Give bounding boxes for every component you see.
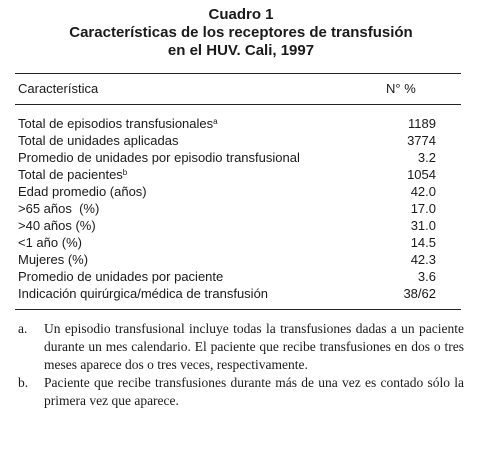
- row-label: Edad promedio (años): [18, 184, 147, 199]
- row-value: 17.0: [410, 201, 436, 216]
- row-value: 42.0: [410, 184, 436, 199]
- table-number: Cuadro 1: [208, 6, 274, 23]
- row-label: >40 años (%): [18, 218, 96, 233]
- row-label: Total de unidades aplicadas: [18, 133, 179, 148]
- row-label: <1 año (%): [18, 235, 82, 250]
- column-header-characteristic: Característica: [18, 81, 99, 96]
- table-row: <1 año (%) 14.5: [18, 234, 448, 251]
- row-value: 1189: [408, 116, 436, 131]
- footnote-text: Paciente que recibe transfusiones durant…: [44, 375, 464, 408]
- table-row: Edad promedio (años) 42.0: [18, 183, 448, 200]
- row-label: Indicación quirúrgica/médica de transfus…: [18, 286, 269, 301]
- top-rule: [15, 73, 461, 74]
- row-value: 31.0: [410, 218, 436, 233]
- row-value: 42.3: [410, 252, 436, 267]
- row-label: Mujeres (%): [18, 252, 89, 267]
- row-label: Promedio de unidades por paciente: [18, 269, 224, 284]
- table-row: >65 años (%) 17.0: [18, 200, 448, 217]
- row-label: Total de pacientesb: [18, 167, 128, 182]
- table-row: Promedio de unidades por episodio transf…: [18, 149, 448, 166]
- footnote-b: b. Paciente que recibe transfusiones dur…: [18, 374, 464, 410]
- table-row: Total de unidades aplicadas 3774: [18, 132, 448, 149]
- table-row: Promedio de unidades por paciente 3.6: [18, 268, 448, 285]
- table-title-line-2: en el HUV. Cali, 1997: [167, 42, 315, 59]
- footnote-text: Un episodio transfusional incluye todas …: [44, 321, 464, 372]
- footnote-mark: b.: [18, 375, 29, 390]
- column-header-value: N° %: [386, 81, 416, 96]
- row-value: 3.2: [417, 150, 436, 165]
- row-value: 3774: [407, 133, 436, 148]
- row-value: 3.6: [417, 269, 436, 284]
- table-body: Total de episodios transfusionalesa 1189…: [18, 115, 448, 302]
- footnote-marker: a: [213, 117, 218, 126]
- footnote-a: a. Un episodio transfusional incluye tod…: [18, 320, 464, 374]
- row-label: Promedio de unidades por episodio transf…: [18, 150, 300, 165]
- header-rule: [15, 104, 461, 105]
- table-row: >40 años (%) 31.0: [18, 217, 448, 234]
- table-row: Total de pacientesb 1054: [18, 166, 448, 183]
- row-value: 1054: [407, 167, 436, 182]
- footnote-marker: b: [122, 168, 128, 177]
- row-label: >65 años (%): [18, 201, 100, 216]
- footnote-mark: a.: [18, 321, 28, 336]
- row-value: 38/62: [403, 286, 436, 301]
- table-row: Indicación quirúrgica/médica de transfus…: [18, 285, 448, 302]
- bottom-rule: [15, 309, 461, 310]
- table-title-line-1: Características de los receptores de tra…: [69, 24, 413, 41]
- table-row: Total de episodios transfusionalesa 1189: [18, 115, 448, 132]
- row-label: Total de episodios transfusionalesa: [18, 116, 218, 131]
- row-value: 14.5: [410, 235, 436, 250]
- table-row: Mujeres (%) 42.3: [18, 251, 448, 268]
- footnotes: a. Un episodio transfusional incluye tod…: [18, 320, 464, 410]
